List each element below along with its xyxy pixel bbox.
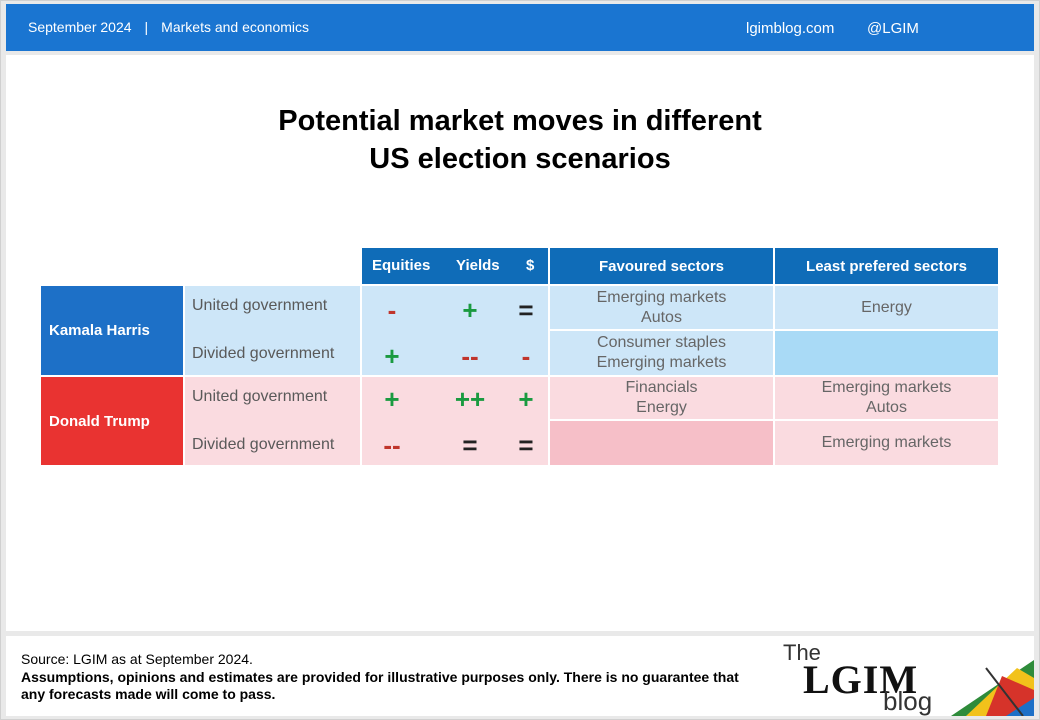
harris-divided-least — [775, 331, 998, 375]
twitter-handle-link[interactable]: @LGIM — [867, 20, 919, 37]
harris-market-moves: - + = + -- - — [362, 286, 548, 375]
header-dollar: $ — [526, 257, 535, 274]
logo-lgim: LGIM — [803, 657, 919, 702]
trump-scenarios: United government Divided government — [185, 377, 360, 465]
trump-united-least: Emerging markets Autos — [775, 377, 998, 419]
title-line-2: US election scenarios — [369, 143, 671, 175]
scenario-label: United government — [192, 388, 328, 405]
trump-united-yields: ++ — [454, 384, 486, 414]
sector-item: Emerging markets — [821, 434, 952, 451]
trump-divided-least: Emerging markets — [775, 421, 998, 465]
logo-blog: blog — [883, 686, 933, 716]
harris-united-favoured: Emerging markets Autos — [550, 286, 773, 329]
top-bar-left: September 2024 | Markets and economics — [28, 19, 309, 35]
site-link[interactable]: lgimblog.com — [746, 20, 835, 37]
footer: Source: LGIM as at September 2024. Assum… — [6, 636, 1034, 716]
scenario-label: Divided government — [192, 345, 335, 362]
lgim-blog-logo: The LGIM blog — [781, 638, 1034, 716]
candidate-harris: Kamala Harris — [41, 286, 183, 375]
trump-divided-equities: -- — [383, 430, 401, 460]
slide-content: Potential market moves in different US e… — [6, 55, 1034, 631]
harris-united-dollar: = — [518, 295, 534, 325]
harris-scenarios: United government Divided government — [185, 286, 360, 375]
harris-united-yields: + — [462, 295, 478, 325]
trump-united-favoured: Financials Energy — [550, 377, 773, 419]
harris-united-equities: - — [387, 295, 397, 325]
scenario-label: Divided government — [192, 436, 335, 453]
top-bar: September 2024 | Markets and economics lgi… — [6, 4, 1034, 51]
scenario-label: United government — [192, 297, 328, 314]
header-equities: Equities — [372, 257, 431, 274]
header-least-preferred-sectors: Least prefered sectors — [775, 248, 998, 284]
trump-market-moves: + ++ + -- = = — [362, 377, 548, 465]
trump-united-equities: + — [384, 384, 400, 414]
logo-the: The — [783, 640, 821, 665]
sector-item: Energy — [636, 399, 687, 416]
harris-united-least: Energy — [775, 286, 998, 329]
sector-item: Emerging markets — [596, 354, 727, 371]
header-yields: Yields — [456, 257, 500, 274]
harris-divided-equities: + — [384, 341, 400, 371]
sector-item: Emerging markets — [821, 379, 952, 396]
page-title: Potential market moves in different US e… — [6, 102, 1034, 178]
header-favoured-sectors: Favoured sectors — [550, 248, 773, 284]
disclaimer: Assumptions, opinions and estimates are … — [21, 669, 739, 702]
umbrella-logo-icon — [951, 660, 1034, 716]
harris-divided-yields: -- — [461, 341, 479, 371]
market-headers: Equities Yields $ — [362, 248, 548, 284]
sector-item: Financials — [625, 379, 698, 396]
source-note: Source: LGIM as at September 2024. — [21, 651, 253, 667]
trump-divided-favoured — [550, 421, 773, 465]
trump-united-dollar: + — [518, 384, 534, 414]
trump-divided-dollar: = — [518, 430, 534, 460]
sector-item: Emerging markets — [596, 288, 727, 306]
sector-item: Autos — [641, 308, 682, 326]
harris-divided-dollar: - — [521, 341, 531, 371]
title-line-1: Potential market moves in different — [278, 105, 762, 137]
separator: | — [144, 19, 149, 35]
sector-item: Energy — [861, 298, 912, 316]
candidate-trump: Donald Trump — [41, 377, 183, 465]
sector-item: Consumer staples — [597, 334, 726, 351]
harris-divided-favoured: Consumer staples Emerging markets — [550, 331, 773, 375]
date-label: September 2024 — [28, 19, 132, 35]
trump-divided-yields: = — [462, 430, 478, 460]
section-label: Markets and economics — [161, 19, 310, 35]
sector-item: Autos — [866, 399, 907, 416]
